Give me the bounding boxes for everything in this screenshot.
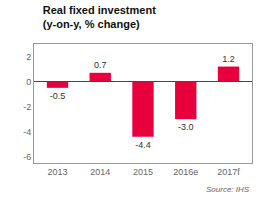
svg-text:-3.0: -3.0 xyxy=(178,122,194,132)
svg-text:0: 0 xyxy=(26,77,31,87)
svg-text:Real fixed investment(y-on-y,: Real fixed investment(y-on-y, % change) xyxy=(43,4,156,30)
svg-text:2: 2 xyxy=(26,52,31,62)
svg-text:1.2: 1.2 xyxy=(222,54,235,64)
svg-text:-4: -4 xyxy=(23,127,31,137)
svg-text:2016e: 2016e xyxy=(173,167,198,177)
svg-text:2017f: 2017f xyxy=(217,167,240,177)
svg-text:2015: 2015 xyxy=(133,167,153,177)
svg-text:2014: 2014 xyxy=(90,167,110,177)
svg-text:2013: 2013 xyxy=(47,167,67,177)
svg-text:-6: -6 xyxy=(23,152,31,162)
svg-text:0.7: 0.7 xyxy=(94,60,107,70)
svg-text:-2: -2 xyxy=(23,102,31,112)
svg-text:-0.5: -0.5 xyxy=(50,91,66,101)
svg-text:-4.4: -4.4 xyxy=(135,140,151,150)
svg-text:Source: IHS: Source: IHS xyxy=(206,185,250,194)
